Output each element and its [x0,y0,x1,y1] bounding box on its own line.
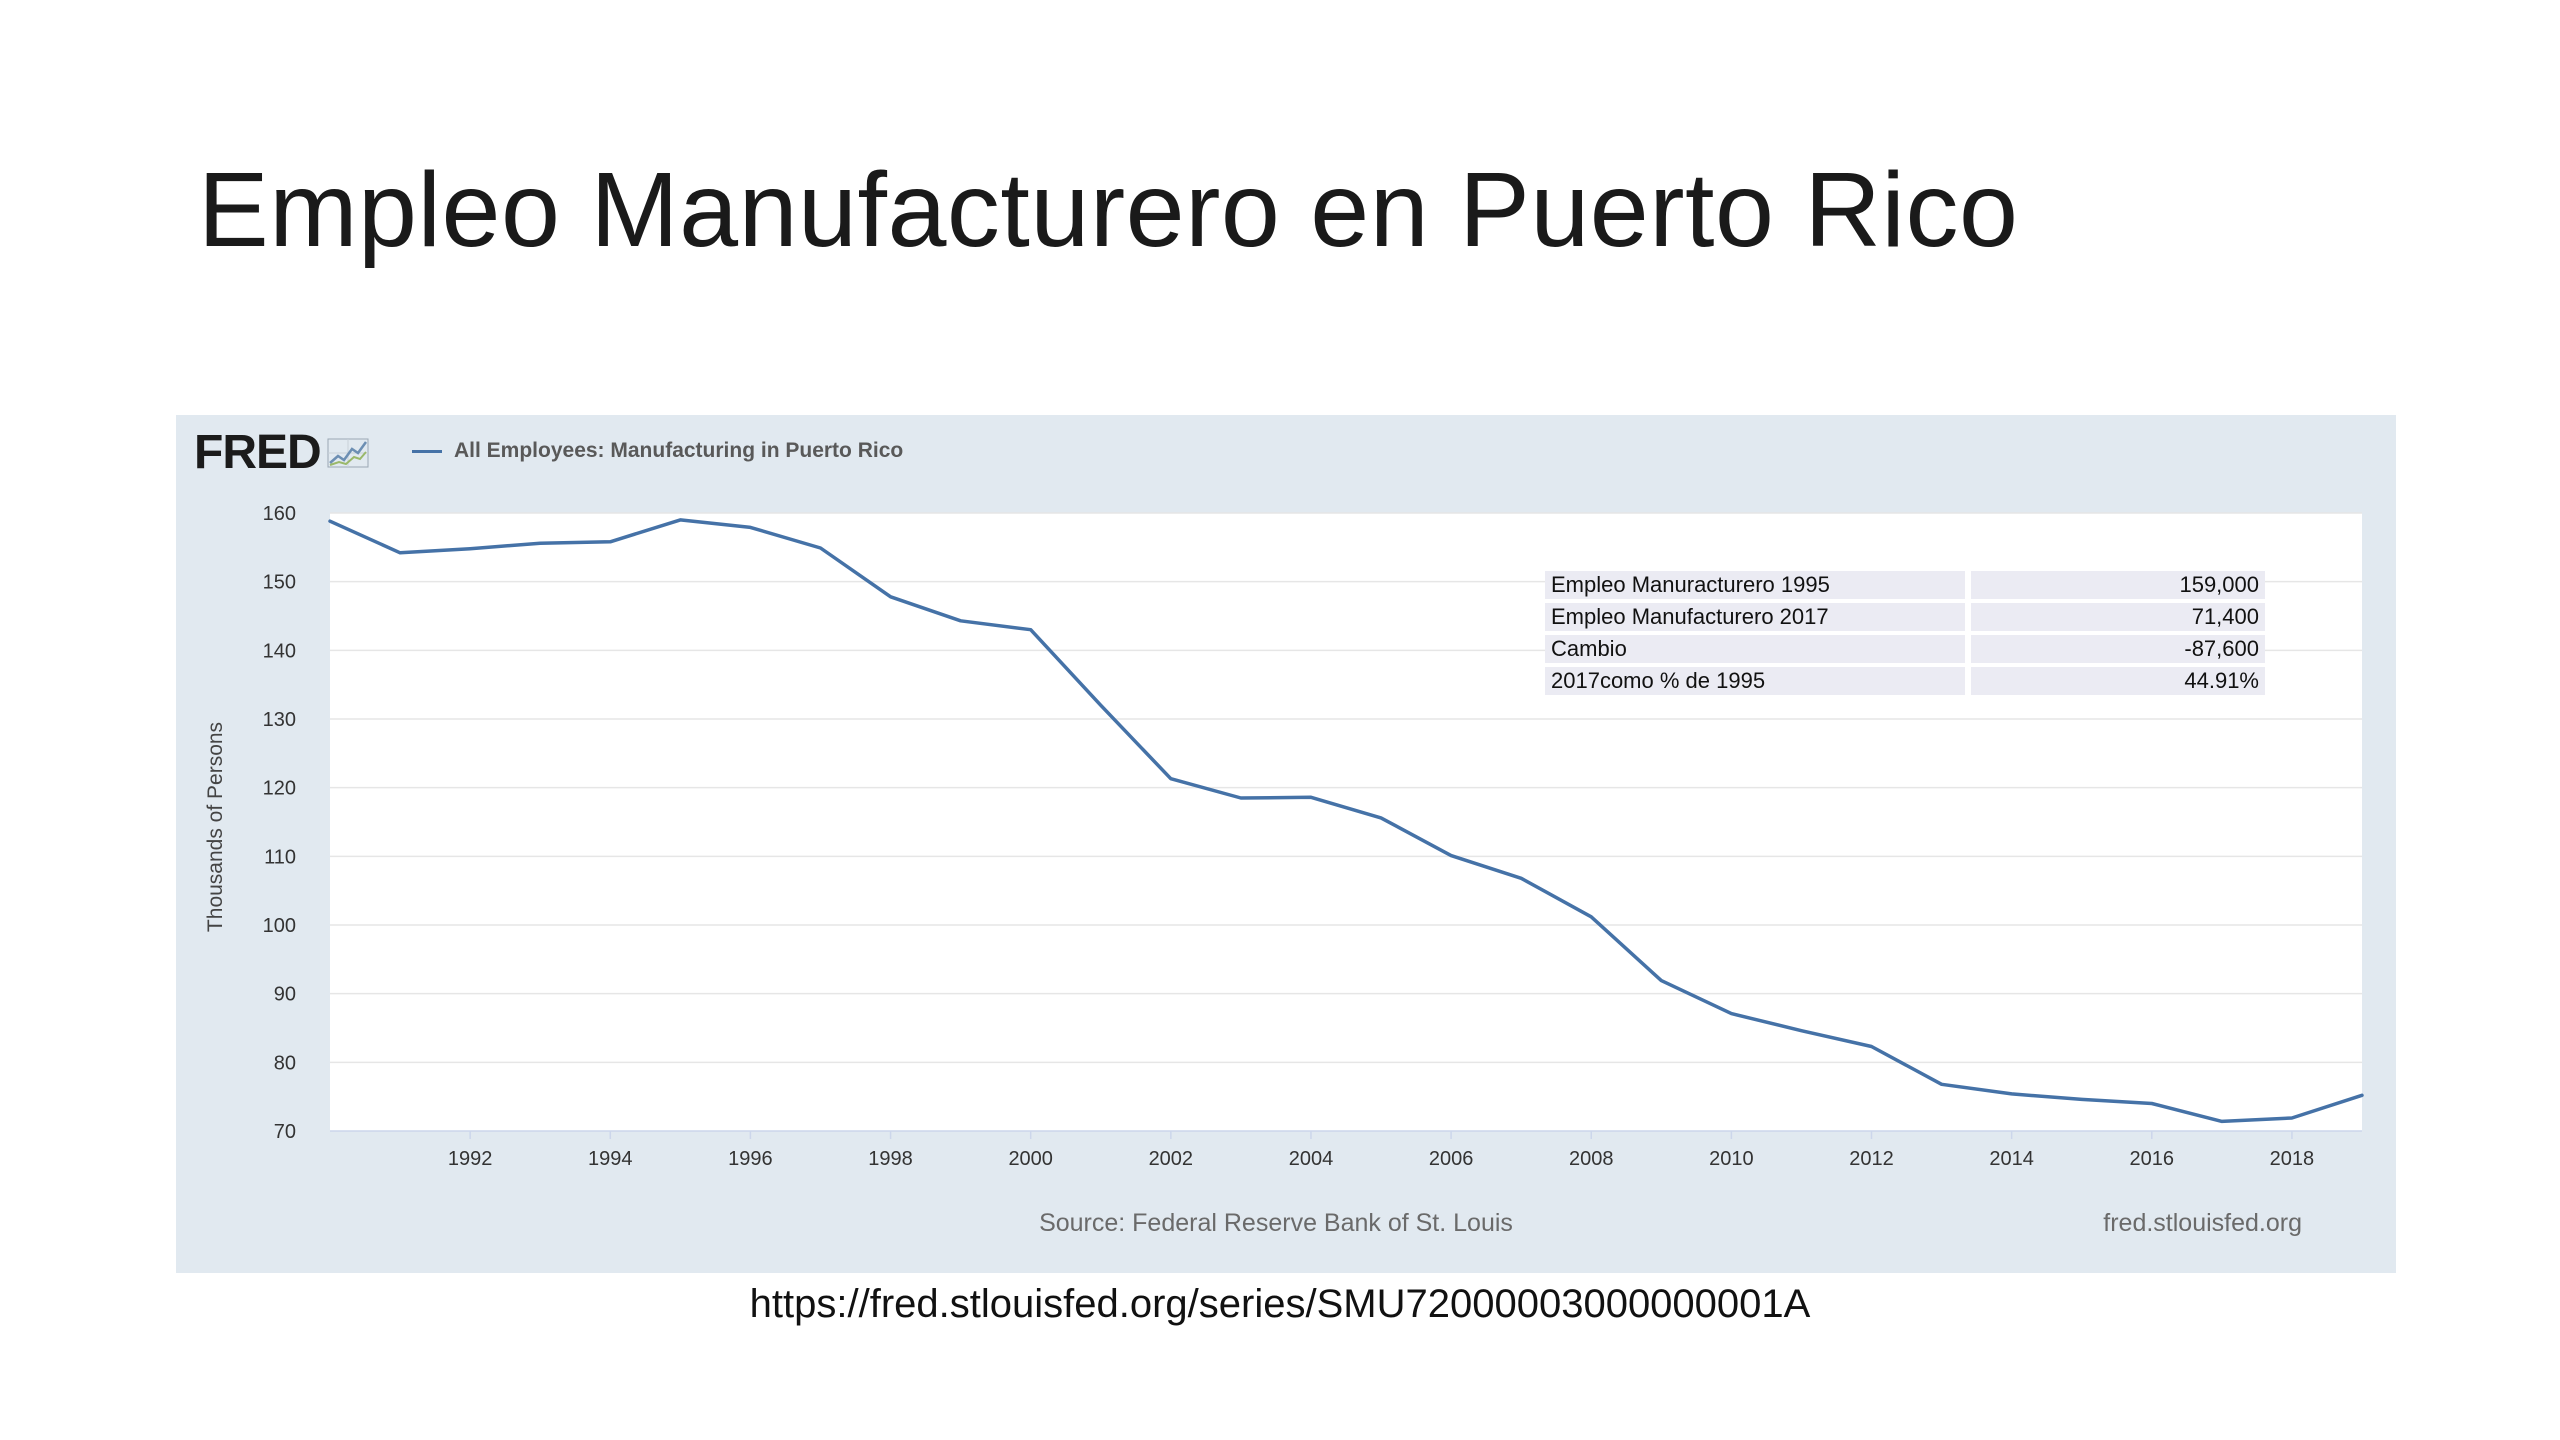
y-tick-label: 160 [263,503,296,525]
table-cell-label: Cambio [1545,635,1965,663]
x-tick-label: 2014 [1989,1148,2034,1170]
y-tick-label: 90 [274,984,296,1006]
table-cell-label: Empleo Manuracturero 1995 [1545,571,1965,599]
legend-swatch [412,449,442,453]
x-tick-label: 2000 [1008,1148,1053,1170]
x-tick-label: 1992 [448,1148,493,1170]
x-tick-label: 2008 [1569,1148,1614,1170]
y-axis-label: Thousands of Persons [204,722,227,932]
y-tick-label: 120 [263,778,296,800]
table-cell-value: 71,400 [1965,603,2265,631]
table-row: Cambio -87,600 [1545,635,2265,663]
site-credit: fred.stlouisfed.org [2103,1209,2302,1237]
table-cell-value: 159,000 [1965,571,2265,599]
x-tick-label: 2004 [1289,1148,1334,1170]
table-cell-label: 2017como % de 1995 [1545,667,1965,695]
fred-logo-text: FRED [194,426,322,479]
chart-legend[interactable]: All Employees: Manufacturing in Puerto R… [412,439,903,463]
table-cell-value: -87,600 [1965,635,2265,663]
y-tick-label: 130 [263,709,296,731]
x-tick-label: 2016 [2130,1148,2175,1170]
x-tick-label: 2012 [1849,1148,1894,1170]
y-tick-label: 150 [263,572,296,594]
y-tick-label: 80 [274,1052,296,1074]
table-row: Empleo Manuracturero 1995 159,000 [1545,571,2265,599]
x-tick-label: 2018 [2270,1148,2315,1170]
summary-table: Empleo Manuracturero 1995 159,000 Empleo… [1545,567,2265,699]
x-tick-label: 2006 [1429,1148,1474,1170]
line-chart: 70 80 90 100 110 120 130 140 150 160 1992 1994 1996 1… [204,503,2364,1237]
fred-chart-panel: 70 80 90 100 110 120 130 140 150 160 1992 1994 1996 1… [176,415,2396,1273]
x-tick-label: 1994 [588,1148,633,1170]
y-tick-label: 70 [274,1121,296,1143]
fred-logo[interactable]: FRED [194,429,371,477]
x-tick-label: 1996 [728,1148,773,1170]
table-row: Empleo Manufacturero 2017 71,400 [1545,603,2265,631]
series-line [328,518,2364,1124]
y-tick-label: 110 [264,846,296,868]
table-row: 2017como % de 1995 44.91% [1545,667,2265,695]
slide-title: Empleo Manufacturero en Puerto Rico [198,151,2019,269]
line-graph-icon [327,438,369,468]
table-cell-value: 44.91% [1965,667,2265,695]
x-tick-label: 2010 [1709,1148,1754,1170]
source-note: Source: Federal Reserve Bank of St. Loui… [1039,1209,1513,1237]
x-tick-label: 1998 [868,1148,913,1170]
y-tick-label: 100 [263,915,296,937]
legend-label: All Employees: Manufacturing in Puerto R… [454,439,904,462]
x-tick-label: 2002 [1149,1148,1194,1170]
y-tick-label: 140 [263,640,296,662]
source-url[interactable]: https://fred.stlouisfed.org/series/SMU72… [749,1282,1811,1326]
table-cell-label: Empleo Manufacturero 2017 [1545,603,1965,631]
